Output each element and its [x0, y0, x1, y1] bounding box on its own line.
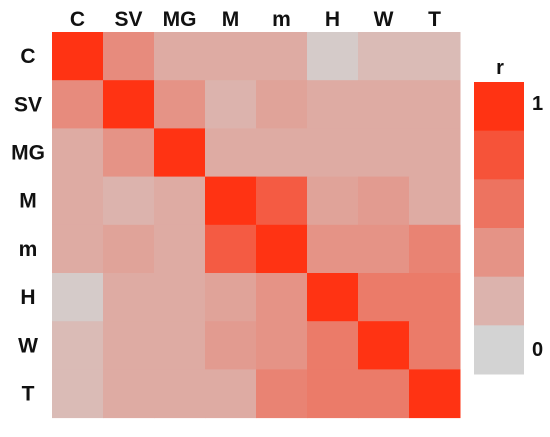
heatmap-cell-MG-MG [154, 128, 206, 178]
heatmap-cell-M-m [256, 176, 308, 226]
heatmap-cell-SV-W [358, 80, 410, 129]
heatmap-cell-H-W [358, 273, 410, 322]
heatmap-cell-H-SV [103, 273, 155, 322]
x-tick-label: SV [114, 8, 142, 31]
heatmap-cell-MG-M [205, 128, 257, 178]
y-tick-label: C [20, 45, 35, 68]
heatmap-cell-SV-SV [103, 80, 155, 129]
heatmap-cell-C-C [52, 32, 104, 81]
heatmap-cell-T-W [358, 369, 410, 419]
heatmap-cell-W-C [52, 321, 104, 370]
colorbar-step [474, 179, 524, 229]
colorbar-max-label: 1 [532, 93, 543, 115]
x-tick-label: M [222, 8, 240, 31]
heatmap-cell-C-SV [103, 32, 155, 81]
heatmap-cell-W-W [358, 321, 410, 370]
colorbar-steps [474, 82, 524, 375]
x-tick-label: MG [163, 8, 197, 31]
heatmap-cell-W-MG [154, 321, 206, 370]
heatmap-cell-W-m [256, 321, 308, 370]
y-tick-label: MG [11, 142, 45, 165]
heatmap-cell-m-C [52, 224, 104, 274]
heatmap-cell-m-T [409, 224, 461, 274]
heatmap-cell-H-T [409, 273, 461, 322]
y-tick-label: SV [14, 93, 42, 116]
heatmap-cell-H-H [307, 273, 359, 322]
heatmap-cell-W-SV [103, 321, 155, 370]
heatmap-cell-M-T [409, 176, 461, 226]
y-tick-label: T [22, 383, 35, 406]
heatmap-cell-m-SV [103, 224, 155, 274]
colorbar-min-label: 0 [532, 339, 543, 361]
heatmap-cell-m-H [307, 224, 359, 274]
heatmap-cell-SV-M [205, 80, 257, 129]
colorbar-step [474, 130, 524, 180]
heatmap-cell-m-MG [154, 224, 206, 274]
heatmap-cell-M-SV [103, 176, 155, 226]
x-tick-label: T [428, 8, 441, 31]
heatmap-cell-T-MG [154, 369, 206, 419]
heatmap-cell-T-m [256, 369, 308, 419]
y-tick-label: H [20, 286, 35, 309]
heatmap-cell-C-T [409, 32, 461, 81]
heatmap-cell-m-W [358, 224, 410, 274]
heatmap-cell-T-M [205, 369, 257, 419]
heatmap-cell-H-m [256, 273, 308, 322]
heatmap-cell-T-C [52, 369, 104, 419]
colorbar-step [474, 82, 524, 132]
heatmap-cell-C-m [256, 32, 308, 81]
heatmap-cell-C-MG [154, 32, 206, 81]
colorbar-title: r [496, 57, 504, 79]
y-tick-label: M [19, 190, 37, 213]
heatmap-cell-W-H [307, 321, 359, 370]
x-tick-label: W [374, 8, 394, 31]
heatmap-cell-MG-H [307, 128, 359, 178]
heatmap-cell-W-T [409, 321, 461, 370]
heatmap-cell-m-m [256, 224, 308, 274]
heatmap-cell-C-H [307, 32, 359, 81]
y-tick-label: m [19, 238, 38, 261]
x-tick-label: C [70, 8, 85, 31]
heatmap-cell-W-M [205, 321, 257, 370]
heatmap-cell-M-W [358, 176, 410, 226]
heatmap-cell-T-H [307, 369, 359, 419]
heatmap-cell-M-MG [154, 176, 206, 226]
colorbar-step [474, 276, 524, 326]
heatmap-cell-M-H [307, 176, 359, 226]
colorbar-step [474, 325, 524, 375]
heatmap-cell-SV-m [256, 80, 308, 129]
heatmap-cell-MG-SV [103, 128, 155, 178]
heatmap-cell-SV-T [409, 80, 461, 129]
heatmap-cell-SV-MG [154, 80, 206, 129]
heatmap-cell-T-T [409, 369, 461, 419]
y-tick-label: W [18, 334, 38, 357]
colorbar: r 1 0 [474, 57, 543, 375]
heatmap-cell-H-M [205, 273, 257, 322]
heatmap-cell-C-W [358, 32, 410, 81]
heatmap-cell-C-M [205, 32, 257, 81]
heatmap-cell-M-M [205, 176, 257, 226]
y-axis-labels: C SV MG Mm H W T [11, 45, 45, 405]
heatmap-cell-SV-C [52, 80, 104, 129]
heatmap-cell-SV-H [307, 80, 359, 129]
colorbar-step [474, 228, 524, 278]
x-tick-label: H [325, 8, 340, 31]
heatmap-cell-M-C [52, 176, 104, 226]
heatmap-cell-MG-m [256, 128, 308, 178]
heatmap-cell-m-M [205, 224, 257, 274]
heatmap-cells [52, 32, 461, 419]
heatmap-cell-H-C [52, 273, 104, 322]
heatmap-cell-T-SV [103, 369, 155, 419]
heatmap-cell-MG-W [358, 128, 410, 178]
heatmap-cell-MG-T [409, 128, 461, 178]
x-tick-label: m [272, 8, 291, 31]
heatmap-cell-H-MG [154, 273, 206, 322]
heatmap-cell-MG-C [52, 128, 104, 178]
